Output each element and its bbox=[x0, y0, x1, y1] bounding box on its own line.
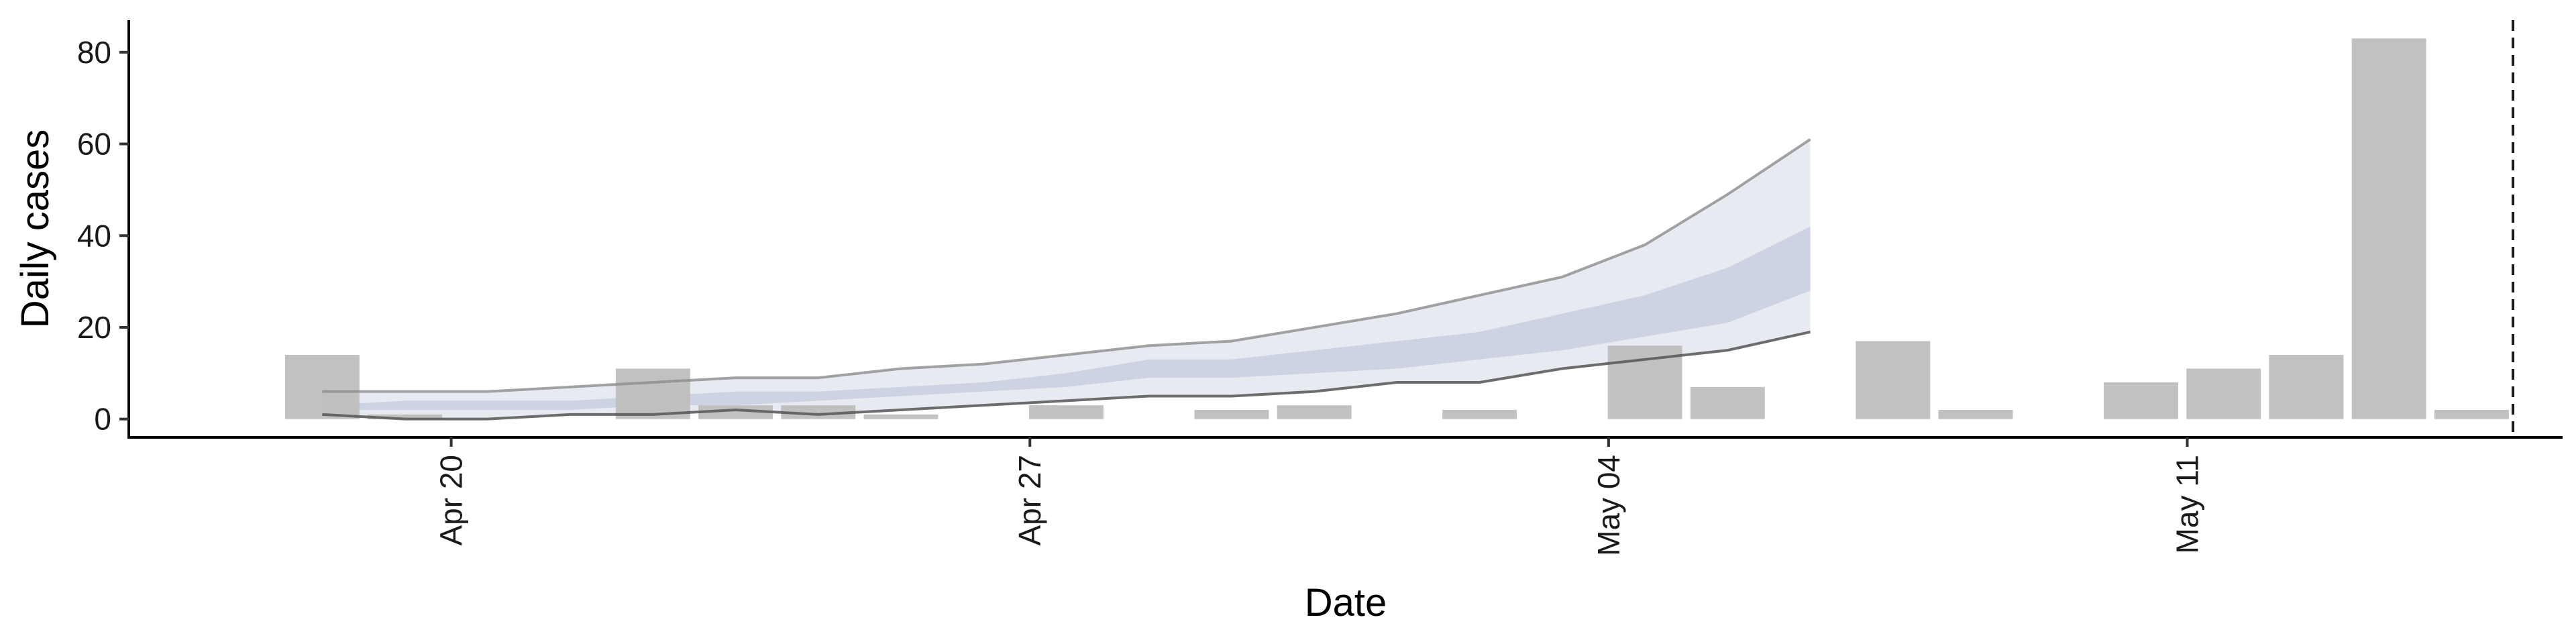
case-bar bbox=[284, 354, 360, 419]
y-tick-label: 80 bbox=[77, 35, 111, 70]
y-axis-title: Daily cases bbox=[13, 129, 57, 329]
case-bar bbox=[698, 405, 773, 419]
case-bar bbox=[1029, 405, 1104, 419]
y-axis-ticks: 0 20 40 60 80 bbox=[77, 35, 129, 437]
case-bar bbox=[2186, 368, 2261, 419]
case-bar bbox=[2269, 354, 2344, 419]
y-tick-label: 60 bbox=[77, 127, 111, 162]
lower-interval-line bbox=[322, 330, 1811, 421]
case-bars bbox=[284, 38, 2509, 419]
case-bar bbox=[1194, 409, 1269, 419]
case-bar bbox=[1856, 341, 1931, 419]
case-bar bbox=[615, 368, 690, 419]
axes bbox=[127, 20, 2563, 439]
case-bar bbox=[1442, 409, 1517, 419]
case-bar bbox=[2351, 38, 2426, 419]
x-tick-label: Apr 20 bbox=[434, 455, 469, 546]
x-axis-ticks: Apr 20 Apr 27 May 04 May 11 bbox=[434, 437, 2205, 556]
upper-interval-line bbox=[322, 138, 1811, 393]
x-tick-label: May 04 bbox=[1591, 455, 1626, 556]
forecast-interval-lines bbox=[322, 138, 1811, 421]
x-tick-label: Apr 27 bbox=[1012, 455, 1047, 546]
case-bar bbox=[368, 414, 443, 419]
case-bar bbox=[1690, 386, 1765, 419]
case-bar bbox=[2434, 409, 2509, 419]
y-tick-label: 20 bbox=[77, 310, 111, 345]
inner-interval-band bbox=[322, 226, 1811, 410]
case-bar bbox=[1277, 405, 1352, 419]
forecast-bands bbox=[322, 139, 1811, 419]
case-bar bbox=[781, 405, 856, 419]
x-axis-title: Date bbox=[1305, 581, 1387, 625]
case-bar bbox=[1938, 409, 2013, 419]
case-bar bbox=[863, 414, 938, 419]
y-tick-label: 40 bbox=[77, 218, 111, 253]
case-bar bbox=[2104, 382, 2178, 419]
y-tick-label: 0 bbox=[94, 402, 111, 437]
x-tick-label: May 11 bbox=[2170, 455, 2205, 553]
